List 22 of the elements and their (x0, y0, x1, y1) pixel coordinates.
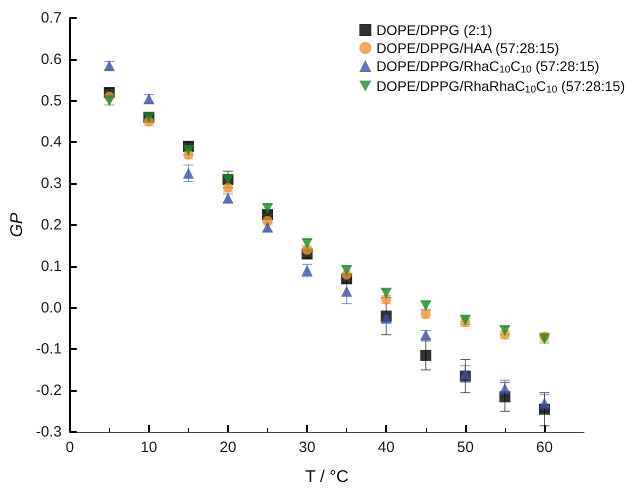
y-tick-label: 0.3 (40, 175, 62, 192)
y-axis-title: GP (7, 212, 26, 238)
y-tick-label: 0.0 (40, 299, 62, 316)
y-tick-label: 0.7 (40, 10, 62, 26)
x-tick-label: 10 (140, 439, 158, 456)
x-tick-label: 0 (66, 439, 74, 456)
x-tick-label: 20 (220, 439, 236, 456)
y-tick-label: 0.5 (40, 92, 62, 110)
y-tick-label: -0.3 (36, 424, 62, 440)
x-axis-title: T / °C (305, 467, 349, 486)
x-tick-label: 60 (536, 439, 553, 456)
y-tick-label: -0.2 (36, 382, 62, 400)
y-tick-label: 0.4 (40, 134, 62, 151)
legend-label: DOPE/DPPG (2:1) (376, 22, 492, 38)
y-tick-label: 0.1 (40, 258, 62, 275)
x-tick-label: 40 (378, 439, 395, 456)
y-tick-label: 0.2 (40, 216, 62, 234)
legend-label: DOPE/DPPG/HAA (57:28:15) (376, 40, 560, 56)
y-tick-label: 0.6 (40, 50, 62, 68)
x-tick-label: 50 (456, 439, 474, 456)
x-tick-label: 30 (298, 439, 316, 456)
y-tick-label: -0.1 (36, 340, 62, 358)
